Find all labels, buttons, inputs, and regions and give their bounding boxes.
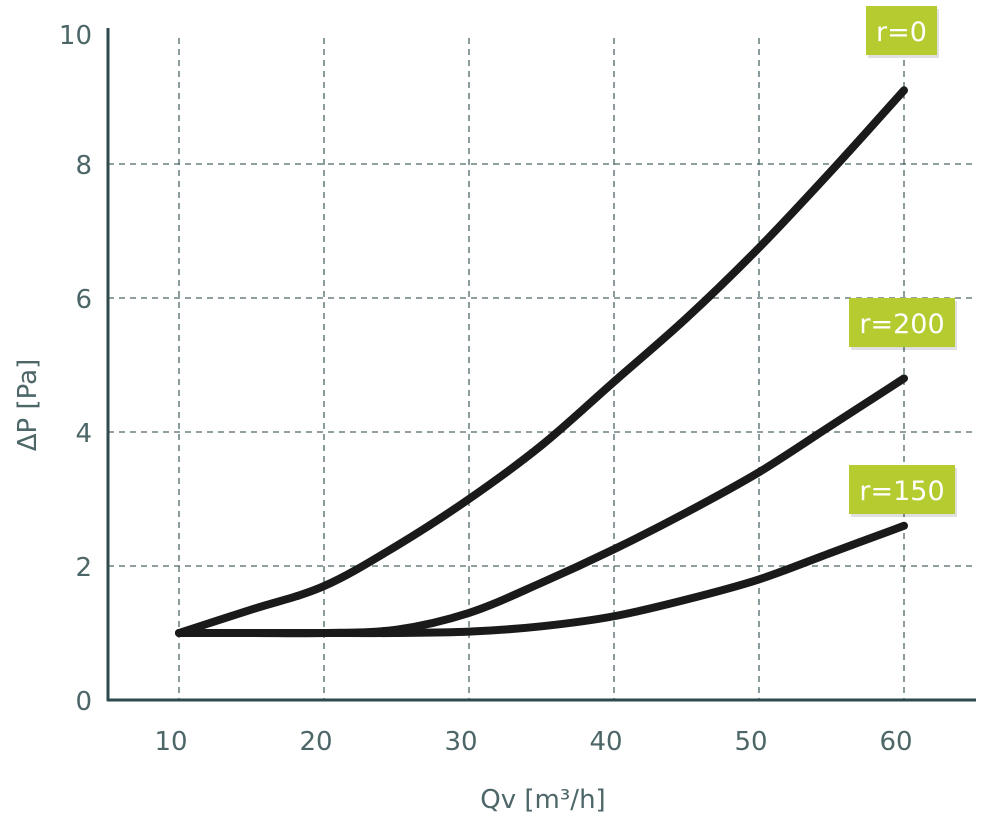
series-line-r-0: [175, 86, 908, 637]
x-tick-label: 30: [444, 727, 477, 757]
y-axis-label: ΔP [Pa]: [13, 359, 43, 451]
x-tick-label: 60: [879, 727, 912, 757]
x-tick-label: 10: [154, 727, 187, 757]
y-tick-label: 6: [75, 285, 92, 315]
y-tick-label: 2: [75, 553, 92, 583]
series-labels: r=0 r=200 r=150: [849, 6, 957, 517]
series-label-box: [849, 298, 955, 347]
series-label: r=150: [859, 476, 944, 507]
series-label: r=0: [876, 17, 927, 48]
series-label-box: [849, 465, 955, 514]
y-tick-label: 10: [59, 21, 92, 51]
series-label: r=200: [859, 309, 944, 340]
axes: [106, 28, 976, 702]
y-tick-label: 8: [75, 151, 92, 181]
tick-labels: 10 20 30 40 50 60 0 2 4 6 8 10: [59, 21, 913, 757]
x-axis-label: Qv [m³/h]: [480, 785, 605, 815]
series-line-r-150: [175, 521, 908, 638]
y-tick-label: 4: [75, 419, 92, 449]
y-tick-label: 0: [75, 687, 92, 717]
grid: [108, 38, 976, 700]
series-label-box: [866, 6, 937, 55]
x-tick-label: 20: [299, 727, 332, 757]
x-tick-label: 40: [589, 727, 622, 757]
x-tick-label: 50: [734, 727, 767, 757]
series-lines: [175, 86, 908, 638]
